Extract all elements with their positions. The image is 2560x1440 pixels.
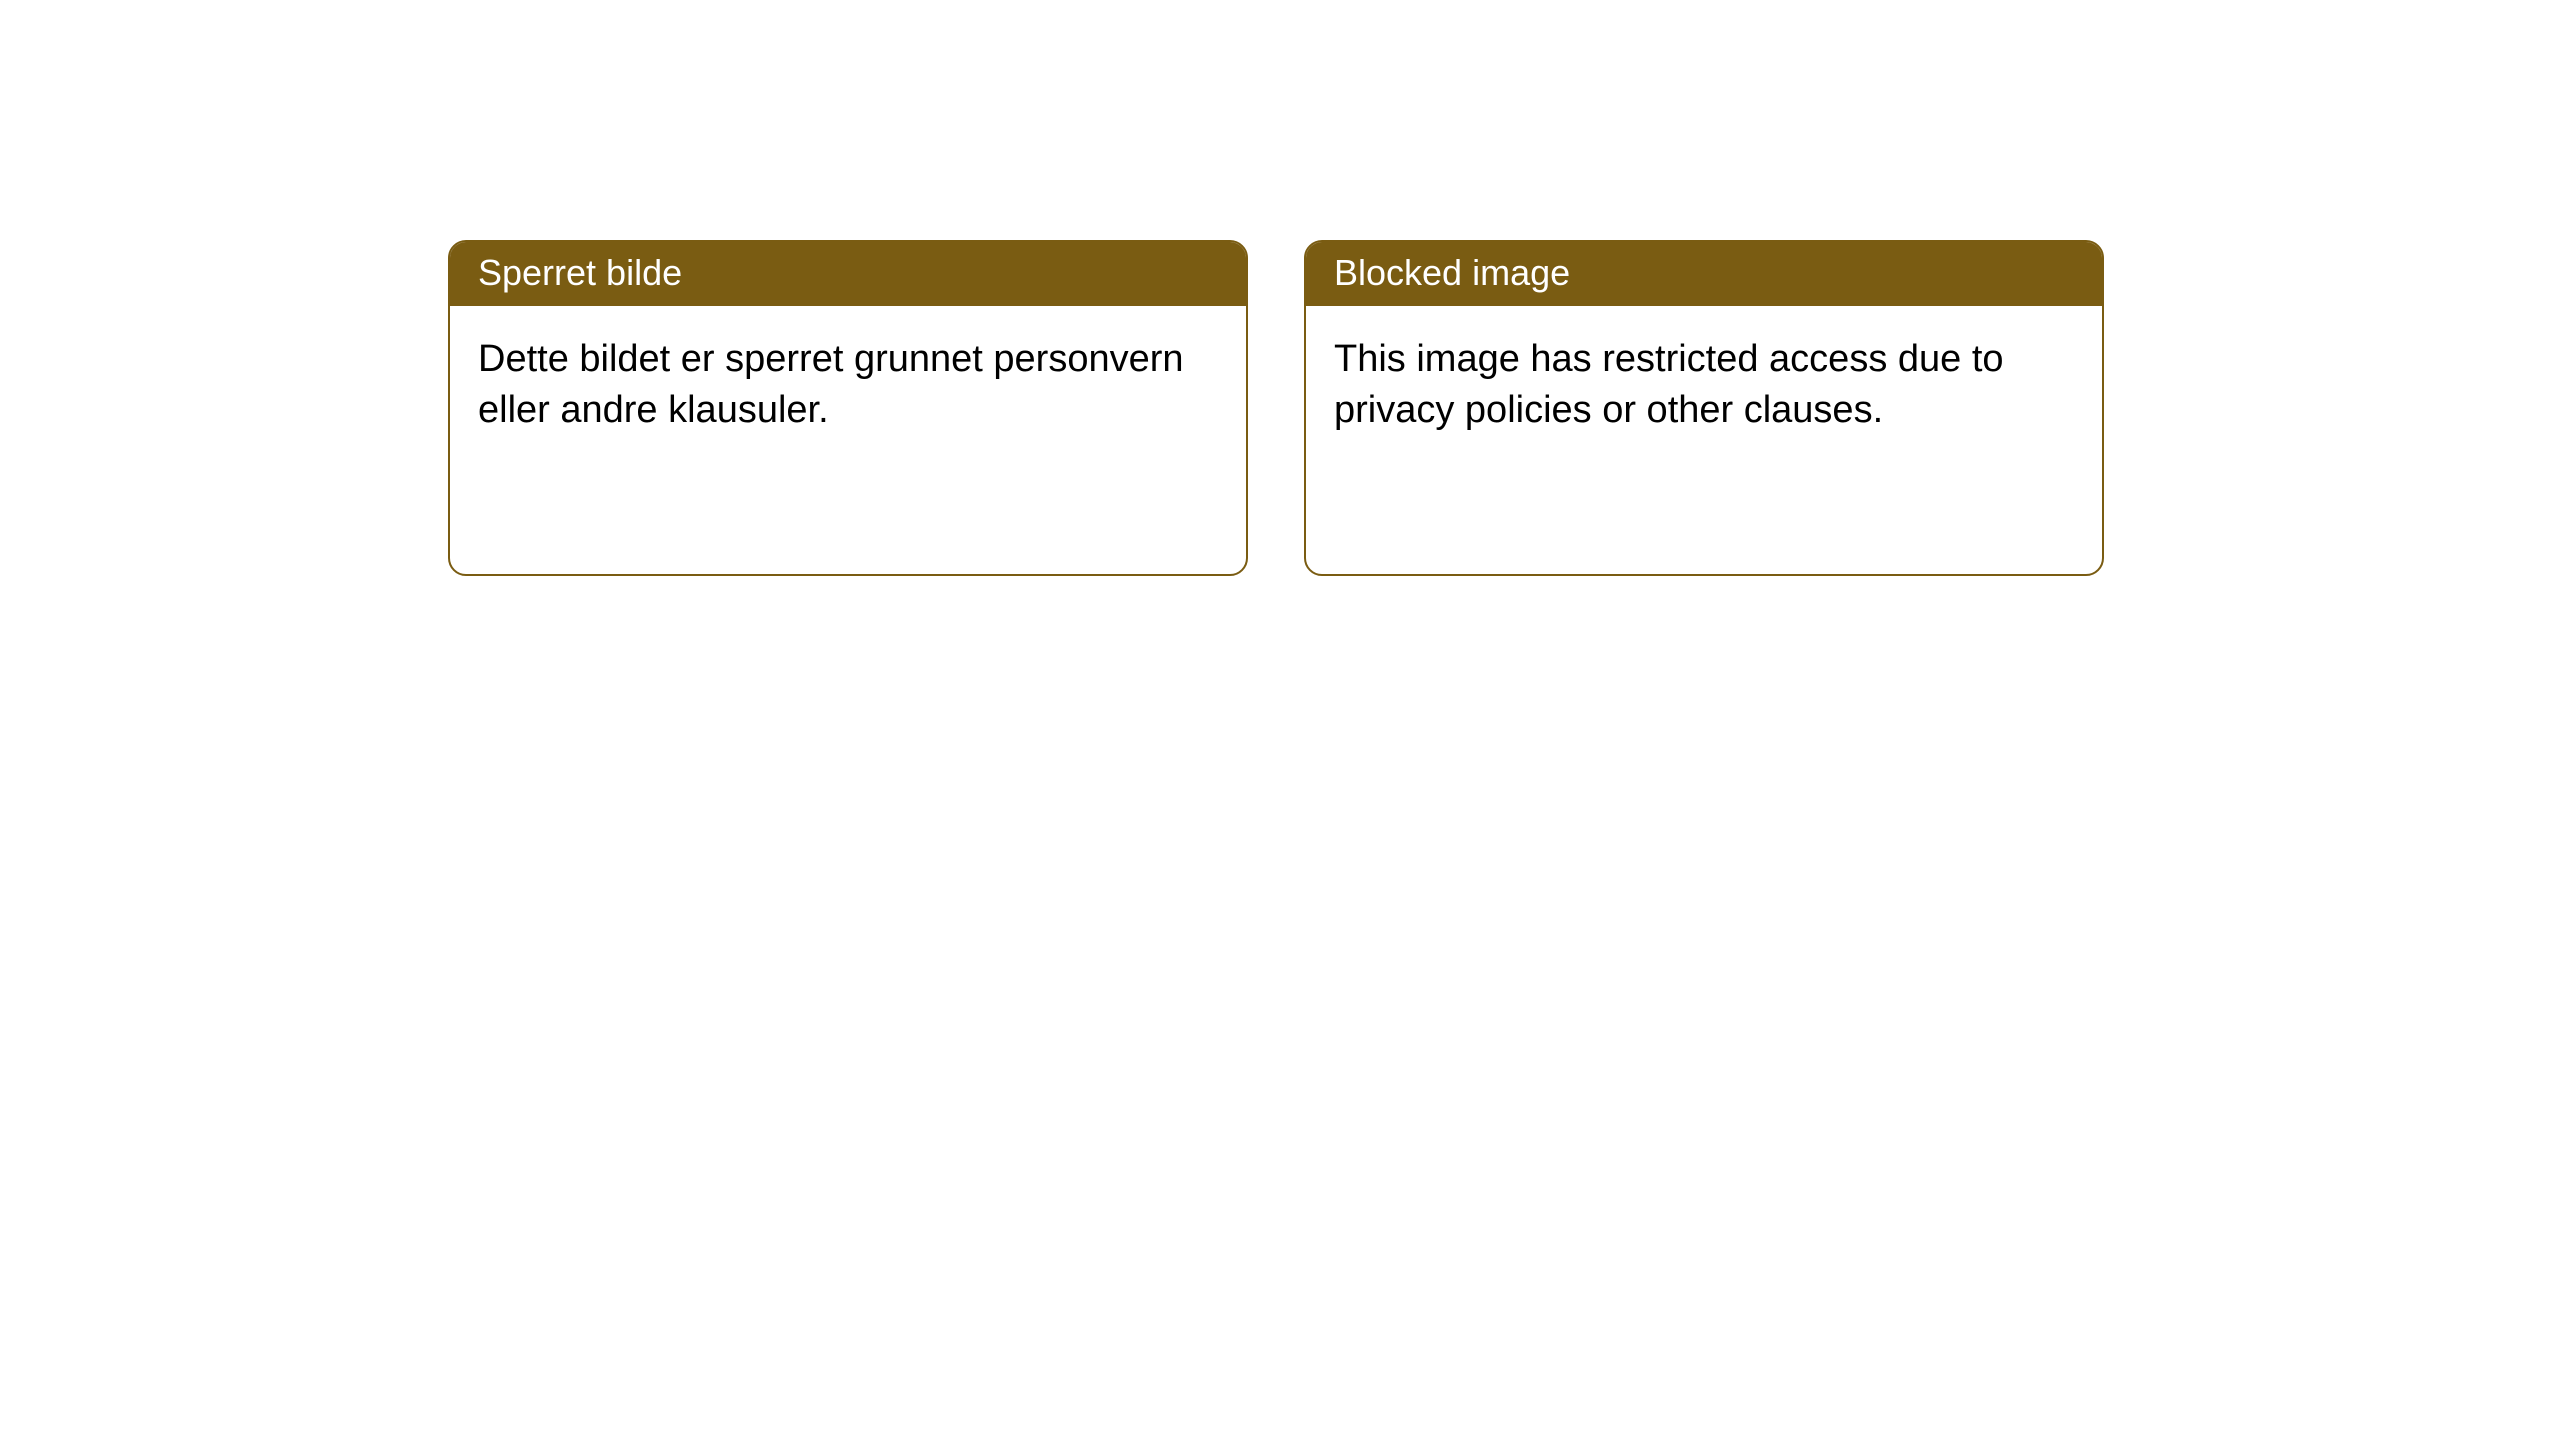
notice-title-english: Blocked image — [1306, 242, 2102, 306]
notice-card-norwegian: Sperret bilde Dette bildet er sperret gr… — [448, 240, 1248, 576]
notice-card-english: Blocked image This image has restricted … — [1304, 240, 2104, 576]
notice-body-english: This image has restricted access due to … — [1306, 306, 2102, 465]
notice-container: Sperret bilde Dette bildet er sperret gr… — [0, 0, 2560, 576]
notice-title-norwegian: Sperret bilde — [450, 242, 1246, 306]
notice-body-norwegian: Dette bildet er sperret grunnet personve… — [450, 306, 1246, 465]
